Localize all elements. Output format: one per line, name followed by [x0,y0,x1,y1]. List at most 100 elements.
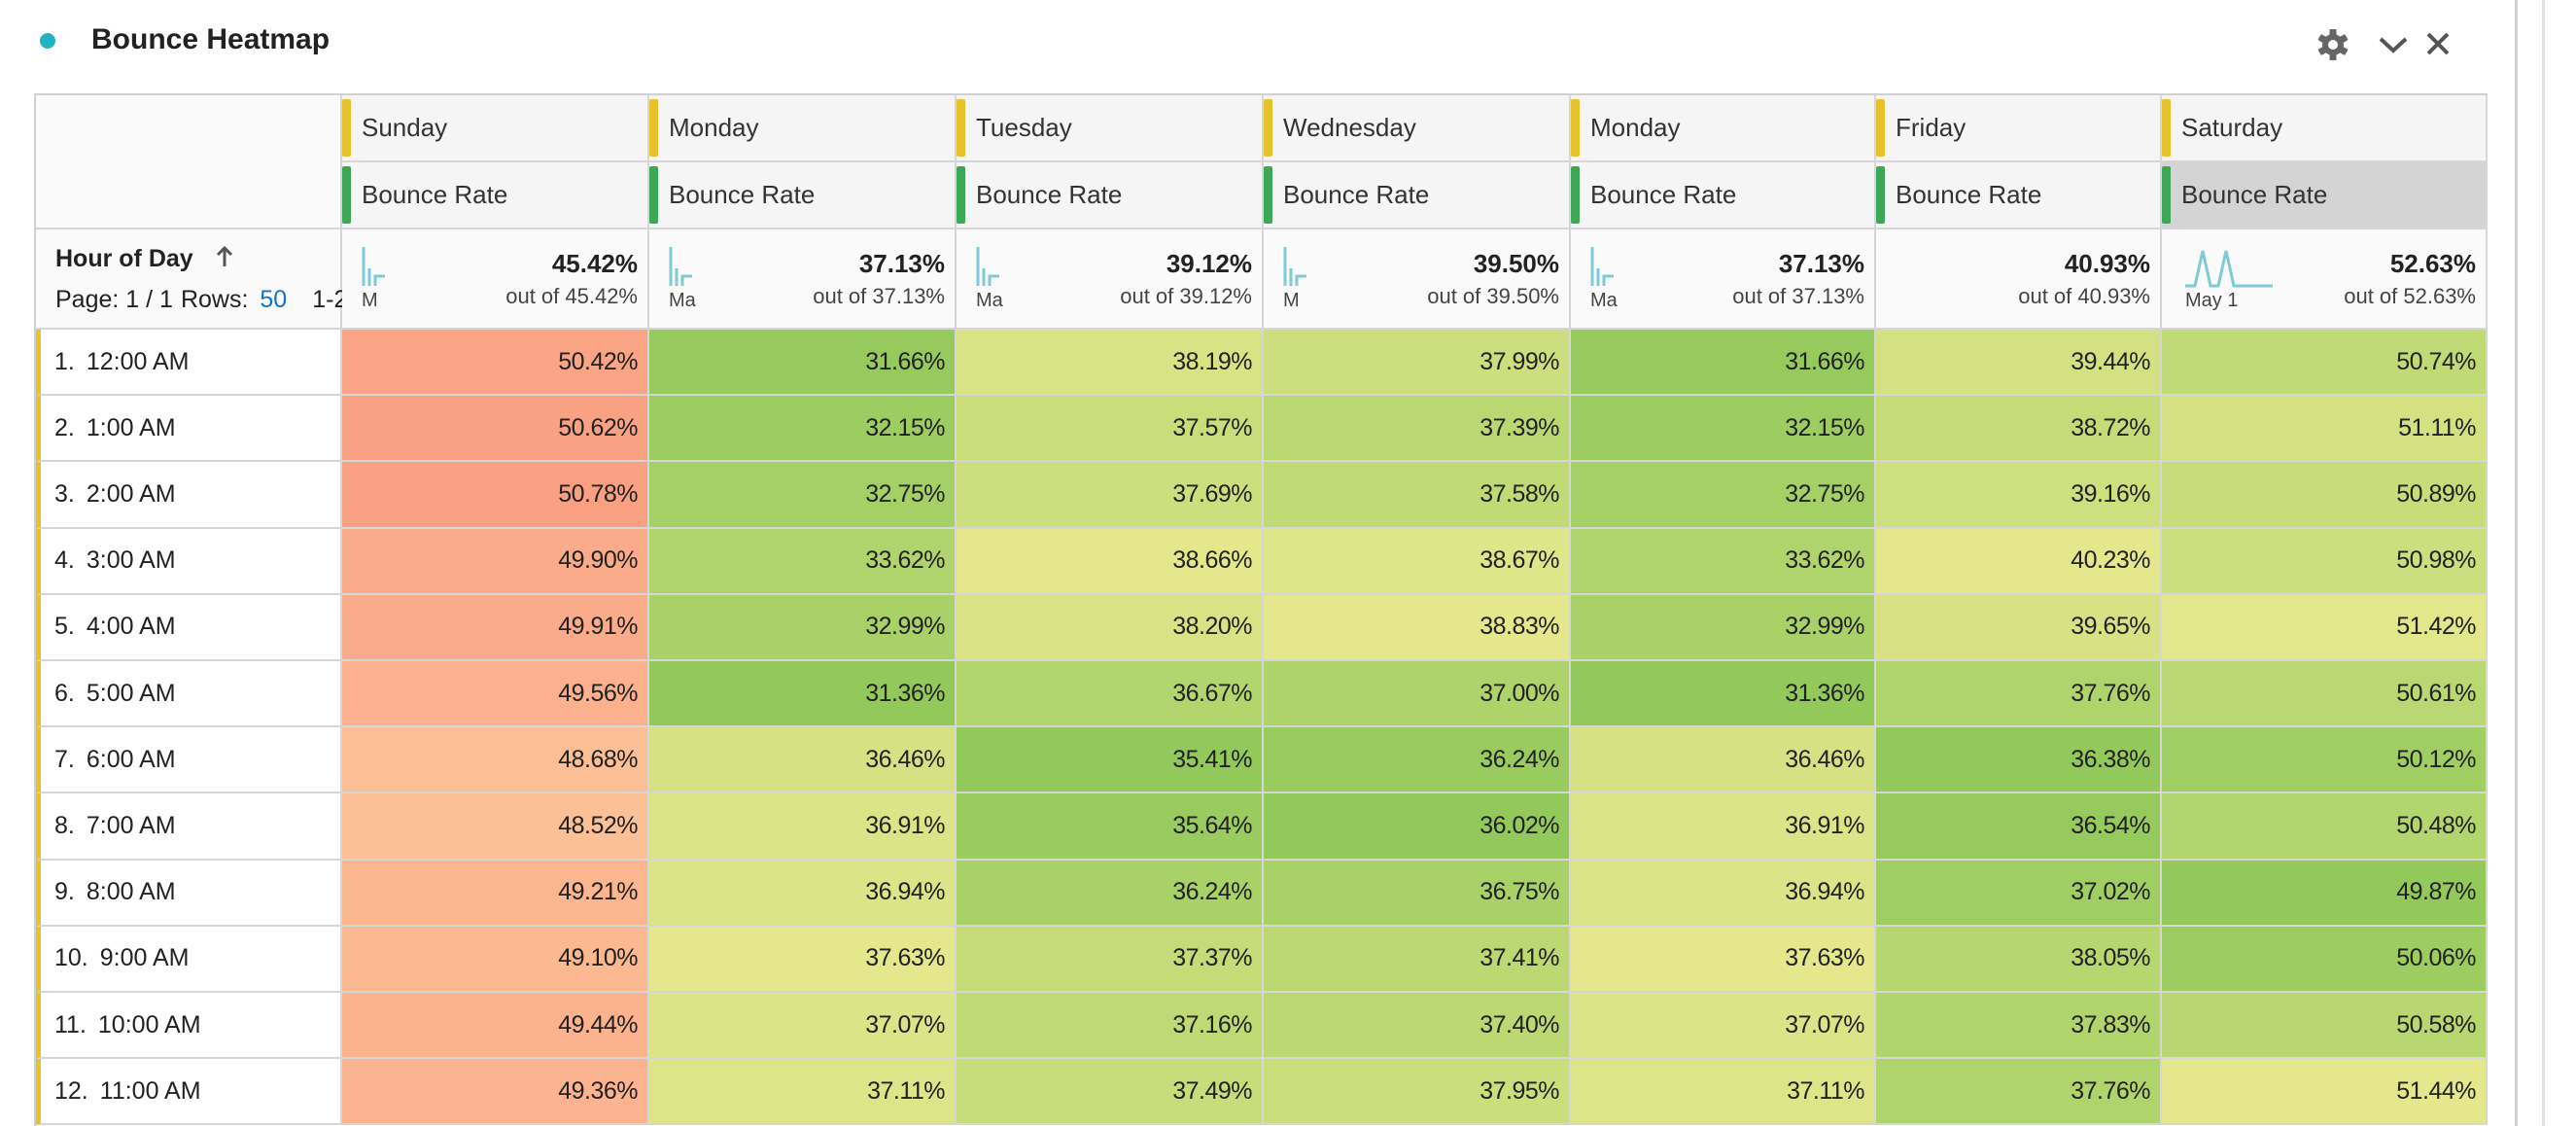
metric-column-header[interactable]: Bounce Rate [1264,162,1571,229]
column-total-of: out of 37.13% [1732,284,1864,308]
heatmap-cell: 49.56% [342,661,649,728]
row-header-cell[interactable]: 2. 1:00 AM [36,396,342,463]
row-label: 11:00 AM [99,1076,201,1105]
metric-name: Bounce Rate [1590,180,1737,209]
heatmap-cell: 32.15% [1571,396,1876,463]
settings-icon[interactable] [2317,29,2349,60]
metric-column-header[interactable]: Bounce Rate [2162,162,2488,229]
row-header-cell[interactable]: 4. 3:00 AM [36,528,342,595]
column-total-of: out of 39.50% [1427,284,1559,308]
heatmap-cell: 36.54% [1876,793,2162,861]
row-header-cell[interactable]: 11. 10:00 AM [36,993,342,1060]
column-total-cell: 39.12% out of 39.12% Ma [957,229,1264,330]
heatmap-cell: 40.23% [1876,528,2162,595]
metric-column-header[interactable]: Bounce Rate [1571,162,1876,229]
metric-name: Bounce Rate [1896,180,2042,209]
row-header-cell[interactable]: 1. 12:00 AM [36,330,342,397]
column-total: 39.50% [1473,249,1559,278]
heatmap-cell: 35.41% [957,727,1264,794]
column-name: Tuesday [976,113,1072,142]
sparkline [1283,247,1306,286]
column-total-of: out of 45.42% [505,284,638,308]
dimension-column-header[interactable]: Tuesday [957,95,1264,162]
heatmap-cell: 49.90% [342,528,649,595]
heatmap-cell: 50.58% [2162,993,2488,1060]
row-header-cell[interactable]: 5. 4:00 AM [36,594,342,661]
heatmap-cell: 36.75% [1264,860,1571,927]
heatmap-cell: 37.95% [1264,1059,1571,1126]
collapse-icon[interactable] [2379,37,2408,53]
column-total-cell: 39.50% out of 39.50% M [1264,229,1571,330]
row-index: 11. [54,1010,87,1038]
row-header-cell[interactable]: 6. 5:00 AM [36,661,342,728]
row-label: 6:00 AM [86,745,176,773]
heatmap-cell: 37.00% [1264,661,1571,728]
column-handle [342,166,351,224]
heatmap-cell: 36.94% [1571,860,1876,927]
dimension-column-header[interactable]: Saturday [2162,95,2488,162]
heatmap-cell: 38.67% [1264,528,1571,595]
dimension-column-header[interactable]: Friday [1876,95,2162,162]
heatmap-cell: 37.76% [1876,661,2162,728]
column-total: 52.63% [2389,249,2476,278]
heatmap-cell: 36.24% [1264,727,1571,794]
column-total: 39.12% [1166,249,1252,278]
heatmap-cell: 37.58% [1264,462,1571,529]
scrollbar[interactable] [2542,0,2545,1126]
row-label: 1:00 AM [86,413,176,441]
dimension-header[interactable]: Hour of Day [55,245,193,272]
metric-column-header[interactable]: Bounce Rate [649,162,957,229]
row-header-cell[interactable]: 10. 9:00 AM [36,926,342,993]
dimension-header-cell: Hour of Day Page: 1 / 1 Rows: 50 1-24 [36,229,361,330]
row-header-cell[interactable]: 3. 2:00 AM [36,462,342,529]
column-handle [1571,166,1580,224]
metric-column-header[interactable]: Bounce Rate [957,162,1264,229]
heatmap-cell: 36.38% [1876,727,2162,794]
heatmap-cell: 38.72% [1876,396,2162,463]
dimension-column-header[interactable]: Monday [649,95,957,162]
dimension-column-header[interactable]: Monday [1571,95,1876,162]
heatmap-cell: 36.67% [957,661,1264,728]
dimension-column-header[interactable]: Sunday [342,95,649,162]
row-header-cell[interactable]: 9. 8:00 AM [36,860,342,927]
heatmap-cell: 37.57% [957,396,1264,463]
row-header-cell[interactable]: 8. 7:00 AM [36,793,342,861]
sort-icon[interactable] [215,245,234,268]
metric-name: Bounce Rate [976,180,1123,209]
row-header-cell[interactable]: 7. 6:00 AM [36,727,342,794]
sparkline-label: Ma [1590,290,1618,311]
heatmap-cell: 37.11% [1571,1059,1876,1126]
metric-column-header[interactable]: Bounce Rate [342,162,649,229]
row-header-cell[interactable]: 12. 11:00 AM [36,1059,342,1126]
heatmap-cell: 37.49% [957,1059,1264,1126]
sparkline [976,247,999,286]
heatmap-cell: 50.12% [2162,727,2488,794]
heatmap-cell: 50.78% [342,462,649,529]
sparkline-label: M [1283,290,1300,311]
sparkline-label: May 1 [2185,290,2239,311]
close-icon[interactable] [2426,32,2450,55]
dimension-column-header[interactable]: Wednesday [1264,95,1571,162]
heatmap-cell: 32.75% [1571,462,1876,529]
column-name: Sunday [362,113,448,142]
column-handle [957,99,965,157]
heatmap-cell: 33.62% [649,528,957,595]
sparkline-label: Ma [669,290,696,311]
sparkline [362,247,385,286]
column-name: Monday [1590,113,1681,142]
heatmap-cell: 37.69% [957,462,1264,529]
column-total-cell: 40.93% out of 40.93% [1876,229,2162,330]
column-handle [649,99,658,157]
heatmap-cell: 37.76% [1876,1059,2162,1126]
heatmap-cell: 37.83% [1876,993,2162,1060]
heatmap-cell: 37.40% [1264,993,1571,1060]
rows-selector[interactable]: 50 [260,286,288,313]
heatmap-cell: 38.83% [1264,594,1571,661]
heatmap-cell: 49.91% [342,594,649,661]
column-name: Wednesday [1283,113,1416,142]
heatmap-cell: 51.44% [2162,1059,2488,1126]
metric-column-header[interactable]: Bounce Rate [1876,162,2162,229]
heatmap-cell: 38.05% [1876,926,2162,993]
column-total: 40.93% [2064,249,2150,278]
